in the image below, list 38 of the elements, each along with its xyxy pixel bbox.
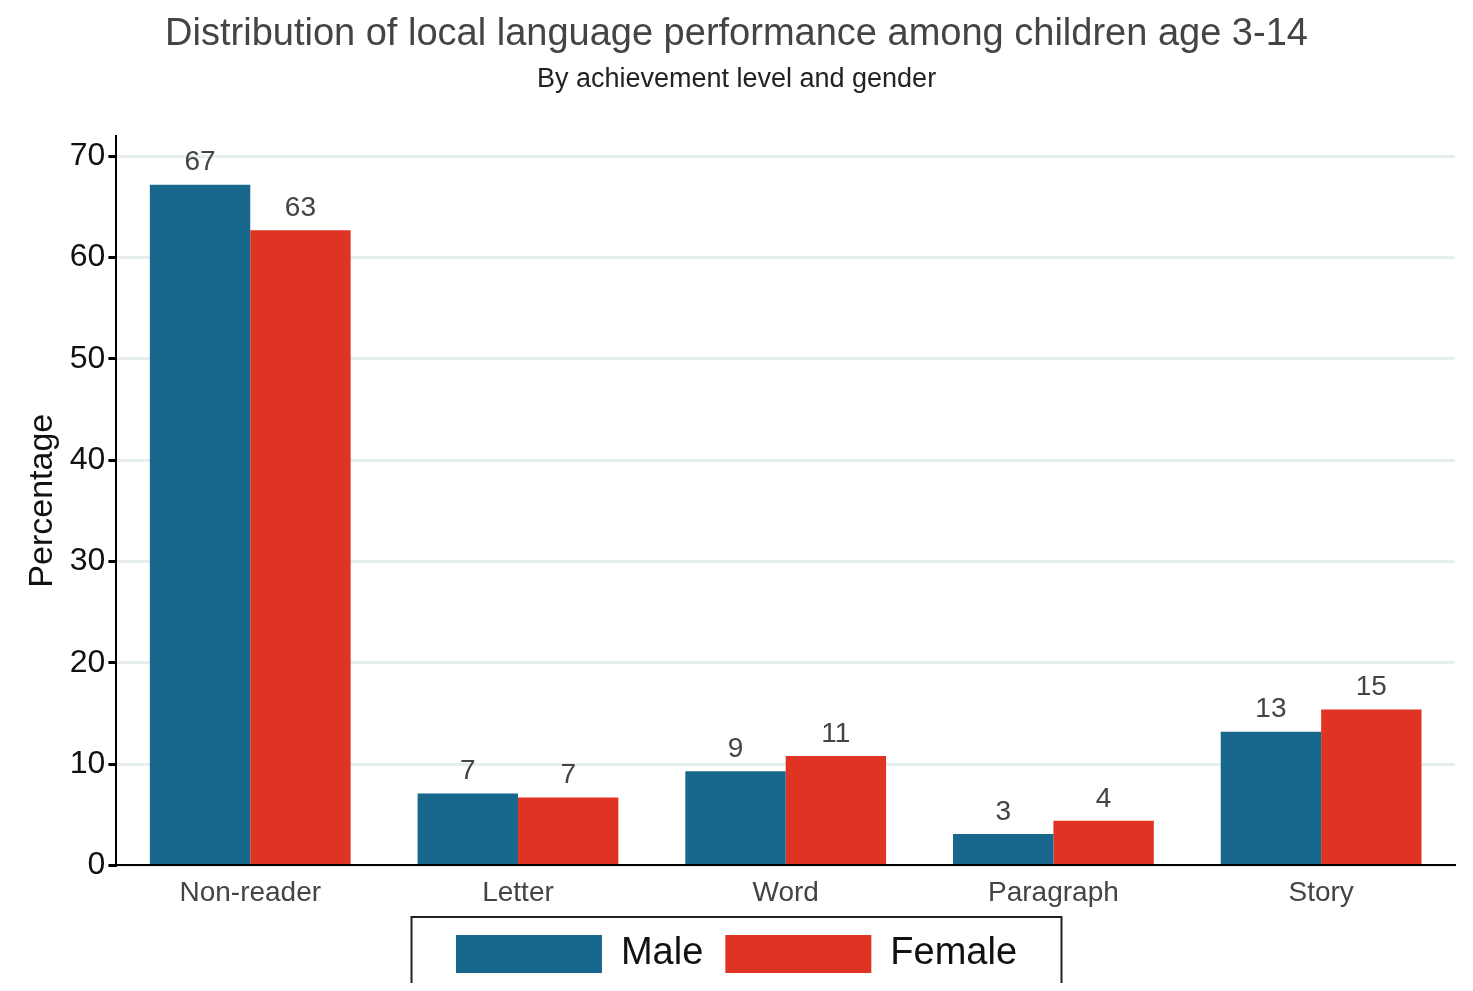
y-tick-label: 20 bbox=[69, 642, 106, 679]
y-tick-label: 60 bbox=[69, 237, 106, 274]
x-tick-label: Word bbox=[752, 875, 819, 907]
y-tick-label: 40 bbox=[69, 440, 106, 477]
data-label: 11 bbox=[821, 716, 851, 748]
data-label: 3 bbox=[995, 794, 1012, 826]
chart-title: Distribution of local language performance among children age 3-14 bbox=[165, 11, 1308, 54]
x-tick-label: Non-reader bbox=[179, 875, 322, 907]
legend-label: Male bbox=[620, 930, 704, 973]
data-label: 4 bbox=[1095, 781, 1112, 813]
y-tick-label: 30 bbox=[69, 541, 106, 578]
bar bbox=[785, 755, 887, 864]
bar bbox=[417, 793, 518, 864]
x-tick-label: Story bbox=[1288, 875, 1354, 907]
data-label: 15 bbox=[1355, 670, 1387, 702]
data-label: 9 bbox=[727, 731, 744, 763]
x-tick-label: Letter bbox=[482, 875, 554, 907]
legend-label: Female bbox=[890, 930, 1018, 973]
bar bbox=[685, 771, 786, 864]
data-label: 67 bbox=[184, 145, 216, 177]
bar bbox=[250, 230, 351, 864]
data-label: 63 bbox=[284, 190, 317, 222]
y-tick-label: 0 bbox=[87, 845, 106, 882]
bar bbox=[149, 184, 251, 864]
y-axis-title: Percentage bbox=[20, 413, 59, 588]
y-tick-label: 10 bbox=[69, 743, 106, 780]
x-tick-label: Paragraph bbox=[988, 875, 1119, 907]
bar bbox=[1220, 731, 1322, 864]
y-tick-label: 70 bbox=[69, 136, 106, 173]
bar bbox=[1321, 709, 1422, 864]
y-tick-label: 50 bbox=[69, 338, 106, 375]
data-label: 7 bbox=[459, 754, 476, 786]
data-label: 13 bbox=[1255, 692, 1287, 724]
data-label: 7 bbox=[560, 758, 576, 790]
bar bbox=[953, 834, 1054, 864]
chart-subtitle: By achievement level and gender bbox=[536, 63, 937, 94]
bar bbox=[517, 797, 619, 864]
bar bbox=[1053, 820, 1154, 864]
